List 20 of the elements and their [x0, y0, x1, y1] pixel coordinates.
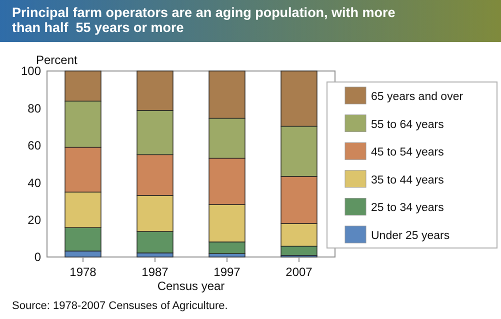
- x-tick-label: 1997: [214, 265, 241, 279]
- legend-label: 25 to 34 years: [371, 202, 444, 214]
- x-axis-title: Census year: [157, 279, 225, 293]
- y-tick-label: 40: [28, 176, 42, 190]
- x-tick-label: 1987: [142, 265, 169, 279]
- y-tick-label: 80: [28, 101, 42, 116]
- y-axis-title: Percent: [36, 53, 78, 67]
- legend-label: 65 years and over: [371, 91, 464, 104]
- source-note: Source: 1978-2007 Censuses of Agriculture.: [12, 300, 228, 312]
- y-tick-label: 20: [28, 213, 42, 227]
- y-tick-label: 0: [34, 250, 42, 264]
- x-tick-label: 1978: [70, 265, 97, 279]
- legend-label: Under 25 years: [371, 230, 450, 242]
- legend-label: 55 to 64 years: [371, 118, 444, 131]
- legend-label: 45 to 54 years: [371, 146, 444, 159]
- y-tick-label: 100: [20, 64, 42, 78]
- y-tick-label: 60: [28, 138, 42, 153]
- x-tick-label: 2007: [286, 265, 313, 279]
- legend-label: 35 to 44 years: [371, 174, 444, 186]
- chart-title: Principal farm operators are an aging population, with more than half 55 years or more: [12, 5, 396, 35]
